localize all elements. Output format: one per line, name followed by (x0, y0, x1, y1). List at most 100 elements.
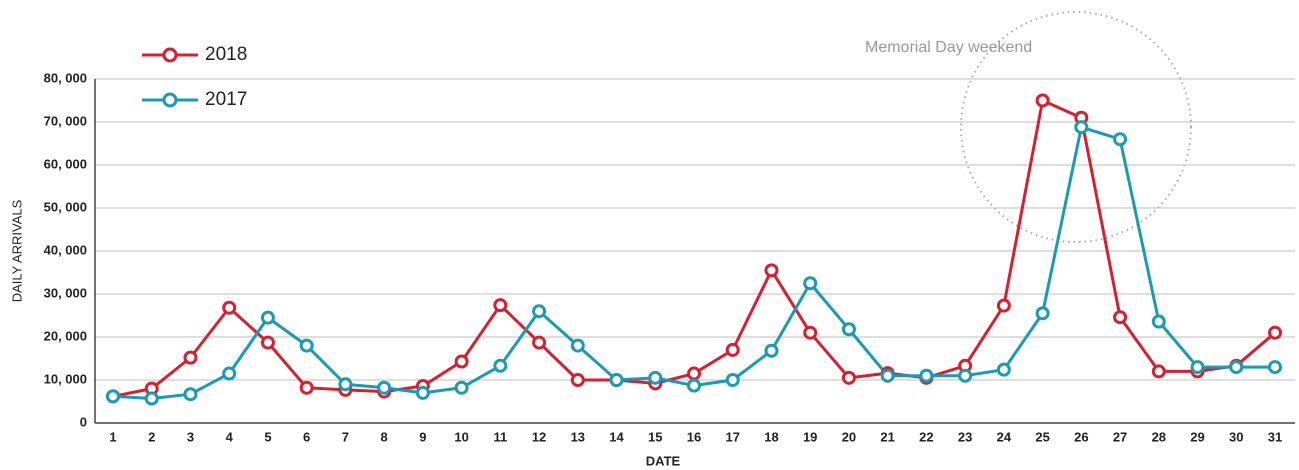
point (1268, 325, 1282, 340)
x-tick-label: 10 (454, 429, 468, 444)
point (1113, 132, 1128, 147)
x-tick-label: 7 (342, 429, 349, 444)
point (1035, 93, 1050, 108)
point (454, 380, 469, 395)
point (570, 373, 585, 387)
x-tick-label: 23 (958, 429, 972, 444)
y-tick-label: 20, 000 (44, 328, 87, 343)
y-tick-label: 70, 000 (44, 113, 87, 128)
point (1268, 360, 1282, 375)
y-tick-label: 40, 000 (44, 242, 87, 257)
legend-marker (162, 47, 178, 63)
point (532, 304, 547, 319)
point (1229, 360, 1244, 375)
series-line (112, 125, 1275, 400)
point (880, 368, 895, 383)
point (1074, 120, 1089, 135)
point (299, 380, 314, 395)
x-tick-label: 18 (764, 429, 778, 444)
point (609, 373, 624, 387)
point (764, 343, 779, 358)
x-tick-label: 19 (803, 429, 817, 444)
legend-label: 2018 (205, 44, 247, 65)
x-tick-label: 6 (303, 429, 310, 444)
x-tick-label: 5 (264, 429, 271, 444)
x-tick-label: 9 (419, 429, 426, 444)
y-tick-label: 0 (80, 414, 87, 429)
point (222, 300, 237, 315)
point (299, 338, 314, 353)
x-tick-label: 24 (997, 429, 1012, 444)
y-tick-label: 30, 000 (44, 285, 87, 300)
x-tick-label: 2 (148, 429, 155, 444)
point (1113, 310, 1128, 325)
x-tick-label: 28 (1152, 429, 1166, 444)
point (260, 335, 275, 350)
point (1151, 364, 1166, 379)
x-tick-label: 27 (1113, 429, 1127, 444)
point (841, 370, 856, 385)
point (493, 358, 508, 373)
x-tick-label: 26 (1074, 429, 1088, 444)
point (1190, 360, 1205, 375)
x-tick-label: 17 (725, 429, 739, 444)
point (958, 368, 973, 383)
point (183, 350, 198, 365)
point (183, 387, 198, 402)
y-tick-label: 10, 000 (44, 371, 87, 386)
x-tick-label: 29 (1190, 429, 1204, 444)
x-tick-label: 15 (648, 429, 662, 444)
annotation: Memorial Day weekend (865, 39, 1032, 56)
highlight-circle (960, 11, 1192, 243)
point (1151, 314, 1166, 329)
point (764, 263, 779, 278)
y-axis-label: DAILY ARRIVALS (9, 199, 24, 302)
legend-marker (162, 92, 178, 108)
point (725, 342, 740, 357)
point (687, 366, 701, 381)
x-tick-label: 1 (109, 429, 116, 444)
point (260, 310, 275, 325)
point (841, 322, 856, 337)
point (106, 389, 120, 404)
point (493, 298, 508, 313)
x-tick-label: 11 (493, 429, 507, 444)
x-tick-label: 8 (381, 429, 388, 444)
series-line (112, 99, 1276, 398)
x-tick-label: 30 (1229, 429, 1243, 444)
point (222, 366, 237, 381)
point (532, 335, 547, 350)
x-tick-label: 25 (1035, 429, 1049, 444)
point (144, 391, 159, 406)
point (570, 338, 585, 353)
x-tick-label: 31 (1268, 429, 1282, 444)
x-tick-label: 22 (919, 429, 933, 444)
y-tick-label: 50, 000 (44, 199, 87, 214)
legend-label: 2017 (205, 89, 247, 110)
point (996, 298, 1011, 313)
x-axis-label: DATE (646, 453, 681, 468)
point (725, 373, 740, 387)
point (803, 276, 818, 291)
point (415, 385, 430, 400)
point (803, 325, 818, 340)
point (648, 370, 663, 385)
x-tick-label: 21 (880, 429, 894, 444)
point (1035, 306, 1050, 321)
x-tick-label: 3 (187, 429, 194, 444)
point (919, 368, 934, 383)
x-tick-label: 14 (609, 429, 624, 444)
point (687, 378, 701, 393)
x-tick-label: 16 (687, 429, 701, 444)
x-tick-label: 4 (226, 429, 234, 444)
x-tick-label: 13 (571, 429, 585, 444)
x-tick-label: 20 (842, 429, 856, 444)
point (377, 380, 392, 395)
y-tick-label: 60, 000 (44, 156, 87, 171)
x-tick-label: 12 (532, 429, 546, 444)
point (338, 377, 353, 392)
point (454, 354, 469, 369)
y-tick-label: 80, 000 (44, 70, 87, 85)
point (996, 362, 1011, 377)
